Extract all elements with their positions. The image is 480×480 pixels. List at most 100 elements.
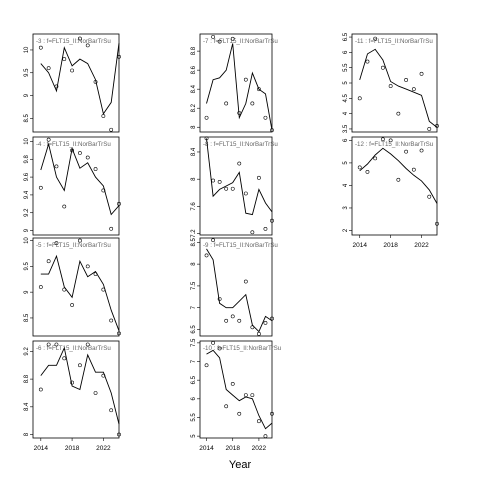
data-point xyxy=(93,272,98,277)
fit-line xyxy=(206,248,273,333)
data-point xyxy=(435,123,439,128)
fit-line xyxy=(40,43,120,115)
data-point xyxy=(85,43,90,48)
data-point xyxy=(263,434,268,439)
data-point xyxy=(257,87,261,92)
data-point xyxy=(70,303,74,307)
y-tick-label: 4.5 xyxy=(343,93,349,102)
y-tick-label: 7 xyxy=(191,305,197,309)
y-tick-label: 8 xyxy=(191,262,197,266)
panel: -6 : f=FLT15_II:NorBarTrSu 8 8.4 8.8 9.2 2014… xyxy=(24,340,121,452)
y-tick-label: 5 xyxy=(343,161,349,165)
data-point xyxy=(427,127,432,131)
panel: -4 : f=FLT15_II:NorBarTrSu 9 9.2 9.4 9.6 9.8 1… xyxy=(24,136,121,236)
y-tick-label: 4 xyxy=(343,183,349,187)
panel-title: -3 : f=FLT15_II:NorBarTrSu xyxy=(36,38,111,45)
data-point xyxy=(109,127,114,132)
x-tick-label: 2014 xyxy=(34,445,49,452)
panel-frame xyxy=(32,136,120,236)
fit-line xyxy=(206,138,273,216)
data-point xyxy=(204,253,209,258)
y-tick-label: 8.4 xyxy=(191,84,197,93)
data-point xyxy=(257,331,261,336)
y-tick-label: 9.5 xyxy=(24,262,30,271)
data-point xyxy=(250,230,255,235)
data-point xyxy=(38,45,43,50)
y-tick-label: 9.2 xyxy=(24,347,30,356)
x-tick-label: 2014 xyxy=(352,242,367,249)
data-point xyxy=(427,194,432,199)
panel-title: -12 : f=FLT15_II:NorBarTrSu xyxy=(355,141,434,148)
y-tick-label: 5 xyxy=(191,434,197,438)
panel: -5 : f=FLT15_II:NorBarTrSu 8.5 9 9.5 10 xyxy=(24,237,121,337)
panel-title: -11 : f=FLT15_II:NorBarTrSu xyxy=(355,38,433,45)
data-point xyxy=(237,111,242,115)
data-point xyxy=(237,161,242,166)
panel-title: -10 : f=FLT15_II:NorBarTrSu xyxy=(203,345,282,352)
data-point xyxy=(396,111,401,116)
data-point xyxy=(270,411,274,416)
y-tick-label: 9.5 xyxy=(24,68,30,77)
data-point xyxy=(217,180,222,184)
panel: -7 : f=FLT15_II:NorBarTrSu 8 8.2 8.4 8.6 8.8 xyxy=(191,33,278,133)
data-point xyxy=(435,221,439,226)
y-tick-label: 8.5 xyxy=(191,238,197,247)
data-point xyxy=(85,155,90,160)
y-tick-label: 10 xyxy=(24,46,30,53)
y-tick-label: 4 xyxy=(343,111,349,115)
data-point xyxy=(373,156,378,161)
data-point xyxy=(357,96,362,101)
panel-frame xyxy=(199,340,273,439)
data-point xyxy=(381,65,385,70)
data-point xyxy=(85,264,90,269)
data-point xyxy=(250,393,255,397)
data-point xyxy=(117,432,121,437)
y-tick-label: 7.2 xyxy=(191,229,197,238)
panel: -12 : f=FLT15_II:NorBarTrSu 2 3 4 5 6 2014 2018… xyxy=(343,136,439,249)
y-tick-label: 7 xyxy=(191,359,197,363)
y-tick-label: 9.6 xyxy=(24,172,30,181)
x-tick-label: 2014 xyxy=(199,445,214,452)
data-point xyxy=(109,226,114,231)
panel: -11 : f=FLT15_II:NorBarTrSu 3.5 4 4.5 5 5.5 6 6… xyxy=(343,32,439,133)
y-tick-label: 6.5 xyxy=(343,32,349,41)
data-point xyxy=(230,382,235,386)
data-point xyxy=(411,87,416,92)
data-point xyxy=(217,297,222,301)
fit-line xyxy=(359,48,438,128)
data-point xyxy=(54,164,59,169)
fit-line xyxy=(40,254,120,331)
x-tick-label: 2022 xyxy=(96,445,111,452)
fit-line xyxy=(359,147,438,204)
fit-line xyxy=(40,142,120,216)
data-point xyxy=(101,373,106,378)
y-tick-label: 6 xyxy=(191,396,197,400)
panel-frame xyxy=(199,136,273,236)
panel: -8 : f=FLT15_II:NorBarTrSu 7.2 7.6 8 8.4 xyxy=(191,136,278,238)
data-point xyxy=(237,411,242,416)
data-point xyxy=(70,148,74,153)
data-point xyxy=(270,316,274,321)
data-point xyxy=(230,36,235,41)
data-point xyxy=(357,165,362,170)
y-tick-label: 9 xyxy=(24,93,30,97)
data-point xyxy=(93,79,98,84)
y-tick-label: 8 xyxy=(191,125,197,129)
y-tick-label: 5 xyxy=(343,81,349,85)
y-tick-label: 8 xyxy=(191,177,197,181)
data-point xyxy=(365,59,370,64)
data-point xyxy=(230,186,235,191)
y-tick-label: 10 xyxy=(24,237,30,244)
data-point xyxy=(396,177,401,182)
data-point xyxy=(38,387,43,392)
data-point xyxy=(224,186,229,191)
data-point xyxy=(365,170,370,174)
y-tick-label: 9.8 xyxy=(24,154,30,163)
x-axis-title: Year xyxy=(228,459,252,471)
panel-frame xyxy=(351,136,438,236)
data-point xyxy=(62,57,67,61)
data-point xyxy=(237,318,242,323)
data-point xyxy=(38,285,43,289)
data-point xyxy=(62,287,67,292)
